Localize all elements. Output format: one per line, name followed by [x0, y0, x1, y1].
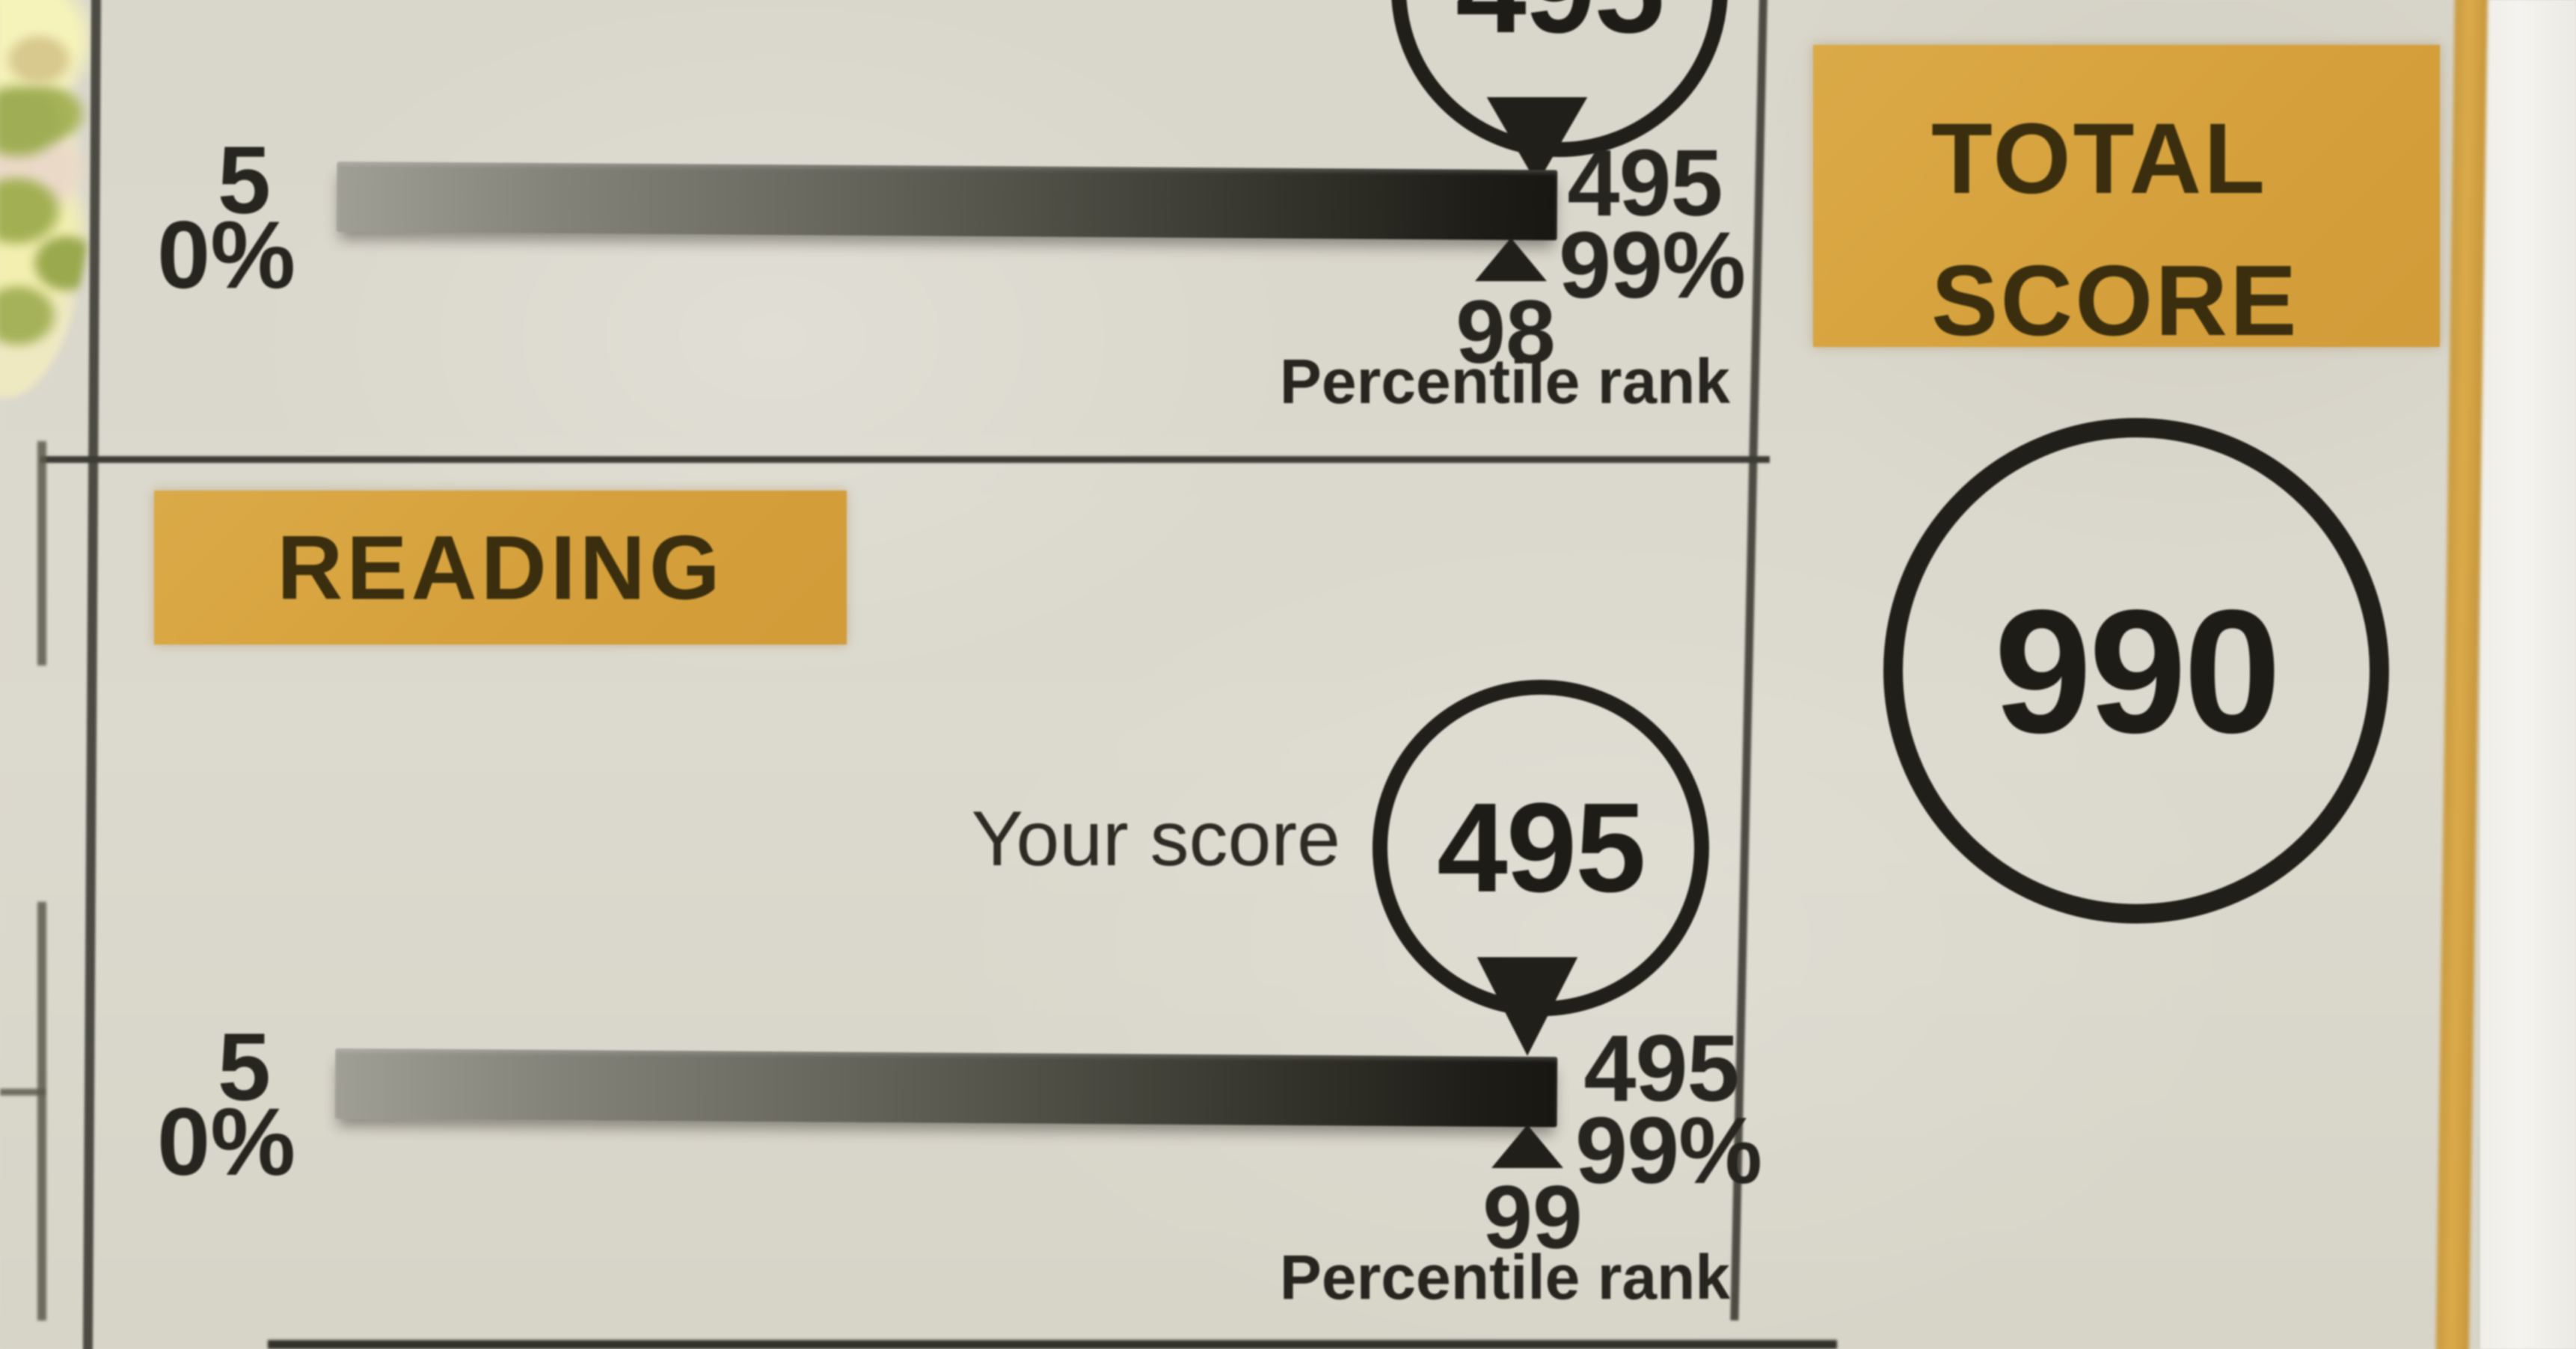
left-margin-tick-lower	[37, 902, 46, 1321]
listening-score-bar	[336, 162, 1558, 241]
reading-scale-max-percent: 99%	[1575, 1098, 1762, 1203]
reading-percentile-label: Percentile rank	[1279, 1242, 1731, 1312]
listening-scale-max-percent: 99%	[1559, 212, 1746, 318]
reading-percentile-value: 99	[1482, 1167, 1583, 1267]
listening-scale-min-score: 5	[217, 127, 271, 234]
total-score-circle-value: 990	[1993, 572, 2281, 769]
your-score-label: Your score	[971, 796, 1340, 882]
left-margin-tick-upper	[37, 441, 46, 666]
reading-scale-max-score: 495	[1583, 1015, 1739, 1121]
reading-score-bar	[334, 1048, 1558, 1128]
reading-score-circle-value: 495	[1437, 777, 1646, 919]
total-score-label-line2: SCORE	[1931, 245, 2299, 357]
left-margin-stub-line	[0, 1089, 45, 1096]
card-right-margin	[2480, 0, 2576, 1349]
listening-scale-max-score: 495	[1567, 130, 1723, 236]
listening-percentile-value: 98	[1456, 282, 1556, 382]
listening-score-circle-value: 495	[1456, 0, 1665, 62]
total-score-header-label: TOTAL SCORE	[1813, 45, 2440, 373]
total-score-circle: 990	[1883, 418, 2389, 924]
total-score-label-line1: TOTAL	[1931, 103, 2268, 215]
reading-scale-min-percent: 0%	[157, 1089, 295, 1196]
reading-scale-min-score: 5	[217, 1014, 271, 1121]
reading-header-label: READING	[277, 517, 724, 618]
listening-percentile-label: Percentile rank	[1279, 346, 1731, 417]
listening-scale-min-percent: 0%	[157, 202, 295, 309]
section-divider-line	[40, 456, 1770, 463]
reading-header-box: READING	[154, 491, 847, 645]
next-section-bar-top-edge	[268, 1340, 1837, 1349]
total-score-header-box: TOTAL SCORE	[1813, 45, 2440, 357]
